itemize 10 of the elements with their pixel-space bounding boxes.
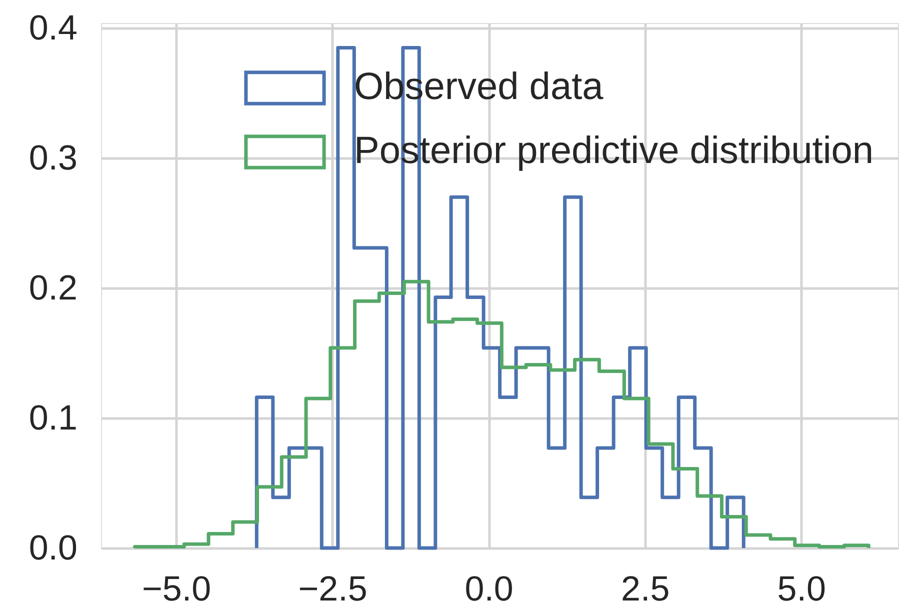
- x-tick-label: −2.5: [298, 570, 368, 608]
- y-tick-label: 0.3: [28, 138, 78, 178]
- y-tick-label: 0.1: [28, 398, 78, 438]
- x-tick-label: 0.0: [464, 570, 514, 608]
- y-tick-label: 0.4: [28, 8, 78, 48]
- x-tick-label: 5.0: [777, 570, 826, 608]
- y-tick-label: 0.0: [28, 528, 78, 568]
- y-tick-label: 0.2: [28, 268, 78, 308]
- x-tick-label: −5.0: [142, 570, 212, 608]
- x-tick-label: 2.5: [621, 570, 670, 608]
